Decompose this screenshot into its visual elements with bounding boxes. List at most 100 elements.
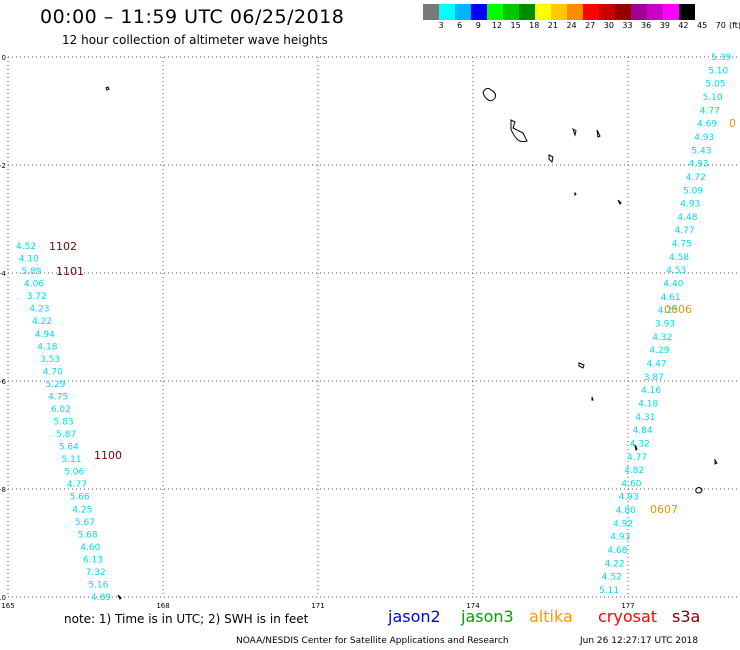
lat-tick-label: 0: [2, 54, 6, 62]
legend-label: 3: [438, 21, 444, 30]
legend-swatch: [503, 4, 519, 20]
wave-height-label: 4.60: [621, 479, 641, 489]
island: [548, 154, 554, 164]
wave-height-legend-labels: 3 6 9 12 15 18 21 24 27 30 33 36 39 42 45 70 (ft): [423, 21, 740, 33]
legend-unit: (ft): [728, 21, 740, 30]
wave-height-label: 3.87: [644, 373, 664, 383]
legend-label: 30: [603, 21, 614, 30]
wave-height-label: 4.93: [680, 200, 700, 210]
wave-height-label: 4.75: [672, 240, 692, 250]
wave-height-label: 4.48: [677, 213, 697, 223]
lat-tick-label: -4: [0, 270, 7, 278]
legend-label: 15: [510, 21, 521, 30]
legend-swatch: [567, 4, 583, 20]
lon-tick-label: 174: [466, 602, 480, 610]
island: [591, 396, 594, 401]
wave-height-label: 4.47: [647, 359, 667, 369]
wave-height-label: 4.93: [694, 133, 714, 143]
pass-labels: 1102 1101 1100 0 0606 0607: [49, 117, 736, 516]
wave-height-label: 4.52: [602, 573, 622, 583]
axis-labels: 0 -2 -4 -6 -8 -10165 168 171 174 177: [0, 54, 635, 610]
island: [510, 119, 528, 143]
wave-height-label: 5.67: [75, 518, 95, 528]
legend-label: 45: [697, 21, 708, 30]
legend-swatch: [455, 4, 471, 20]
wave-height-label: 4.94: [35, 330, 55, 340]
island: [634, 444, 638, 452]
wave-height-label: 4.72: [686, 173, 706, 183]
pass-time-label: 1101: [56, 265, 84, 278]
lat-tick-label: -2: [0, 162, 6, 170]
pass-time-label: 0606: [664, 303, 692, 316]
wave-height-label: 4.75: [48, 392, 68, 402]
wave-height-label: 4.92: [613, 519, 633, 529]
wave-height-label: 5.66: [70, 493, 90, 503]
wave-height-label: 4.23: [29, 305, 49, 315]
wave-height-label: 4.06: [24, 280, 44, 290]
legend-swatch: [535, 4, 551, 20]
generated-timestamp: Jun 26 12:27:17 UTC 2018: [580, 636, 699, 646]
legend-label: 33: [622, 21, 633, 30]
legend-label: 24: [566, 21, 577, 30]
wave-height-label: 4.68: [607, 546, 627, 556]
island: [105, 86, 110, 91]
wave-height-label: 4.10: [19, 255, 39, 265]
map-subtitle: 12 hour collection of altimeter wave hei…: [62, 33, 328, 47]
wave-height-label: 4.77: [627, 453, 647, 463]
wave-height-label: 5.39: [711, 53, 731, 63]
pass-time-label: 0: [729, 117, 736, 130]
island: [617, 199, 622, 205]
wave-height-label: 4.89: [91, 593, 111, 603]
legend-swatch: [471, 4, 487, 20]
legend-label: 6: [457, 21, 463, 30]
wave-height-label: 4.70: [43, 367, 63, 377]
island: [578, 362, 585, 369]
wave-height-label: 4.80: [616, 506, 636, 516]
satellite-jason3: jason3: [461, 607, 514, 626]
wave-height-label: 5.11: [599, 586, 619, 596]
island: [572, 127, 577, 137]
credit-line: NOAA/NESDIS Center for Satellite Applica…: [236, 636, 509, 646]
legend-label: 42: [678, 21, 689, 30]
wave-height-label: 6.02: [51, 405, 71, 415]
wave-height-label: 3.72: [27, 292, 47, 302]
wave-height-label: 5.43: [691, 146, 711, 156]
wave-height-label: 4.77: [67, 480, 87, 490]
wave-height-label: 5.64: [59, 443, 79, 453]
satellite-s3a: s3a: [672, 607, 701, 626]
island: [714, 458, 718, 465]
legend-swatch: [599, 4, 615, 20]
lon-tick-label: 168: [156, 602, 169, 610]
legend-swatch: [679, 4, 695, 20]
wave-height-label: 4.18: [37, 342, 57, 352]
legend-label: 12: [491, 21, 503, 30]
legend-swatch: [663, 4, 679, 20]
legend-label: 18: [529, 21, 540, 30]
legend-swatch: [519, 4, 535, 20]
wave-height-label: 4.93: [619, 493, 639, 503]
wave-height-label: 6.13: [83, 555, 103, 565]
lon-tick-label: 171: [311, 602, 324, 610]
wave-height-label: 5.05: [705, 80, 725, 90]
wave-height-label: 5.06: [64, 468, 84, 478]
lat-tick-label: -10: [0, 594, 6, 602]
map-title: 00:00 – 11:59 UTC 06/25/2018: [40, 6, 345, 28]
wave-height-label: 4.16: [641, 386, 661, 396]
wave-height-label: 4.31: [635, 413, 655, 423]
wave-height-label: 4.93: [689, 160, 709, 170]
legend-swatch: [439, 4, 455, 20]
legend-label: 27: [585, 21, 596, 30]
islands: [105, 86, 718, 600]
footer-note: note: 1) Time is in UTC; 2) SWH is in fe…: [64, 612, 309, 626]
wave-height-label: 5.89: [21, 267, 41, 277]
legend-swatch: [487, 4, 503, 20]
wave-height-label: 5.68: [78, 530, 98, 540]
wave-height-label: 4.93: [610, 533, 630, 543]
island: [482, 87, 496, 102]
wave-height-legend: [423, 4, 740, 20]
legend-label: 70: [715, 21, 726, 30]
pass-time-label: 0607: [650, 503, 678, 516]
wave-height-label: 4.18: [638, 399, 658, 409]
wave-height-label: 4.52: [16, 242, 36, 252]
